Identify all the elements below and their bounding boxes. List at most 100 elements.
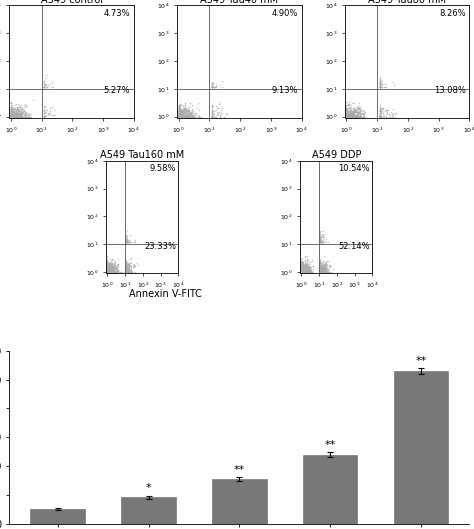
- Point: [349, 113, 356, 121]
- Point: [303, 268, 310, 277]
- Point: [187, 112, 195, 120]
- Point: [130, 238, 137, 247]
- Point: [298, 268, 305, 277]
- Point: [354, 109, 362, 117]
- Point: [177, 111, 185, 119]
- Point: [298, 267, 305, 275]
- Point: [126, 256, 133, 264]
- Point: [17, 104, 25, 113]
- Point: [301, 267, 308, 275]
- Point: [376, 104, 383, 113]
- Point: [175, 109, 182, 117]
- Point: [319, 265, 326, 273]
- Point: [306, 268, 314, 276]
- Point: [376, 112, 383, 121]
- Point: [302, 268, 310, 277]
- Point: [103, 264, 111, 272]
- Point: [343, 104, 350, 113]
- Point: [376, 112, 383, 120]
- Point: [182, 112, 190, 121]
- Point: [14, 113, 21, 121]
- Point: [106, 263, 113, 271]
- Point: [103, 268, 111, 277]
- Point: [23, 113, 31, 121]
- Point: [307, 268, 314, 277]
- Point: [302, 268, 310, 277]
- Point: [105, 261, 113, 270]
- Point: [181, 113, 189, 121]
- Point: [343, 104, 350, 113]
- Point: [347, 110, 355, 118]
- Point: [301, 263, 308, 271]
- Point: [317, 238, 324, 247]
- Point: [110, 262, 118, 270]
- Point: [298, 259, 305, 268]
- Point: [301, 263, 309, 272]
- Point: [381, 107, 388, 115]
- Point: [343, 103, 350, 112]
- Point: [299, 268, 307, 277]
- Point: [388, 113, 396, 121]
- Point: [105, 264, 113, 273]
- Point: [344, 109, 352, 117]
- Point: [360, 113, 367, 121]
- Point: [192, 109, 200, 117]
- Point: [7, 103, 15, 112]
- Point: [300, 262, 308, 270]
- Point: [350, 113, 358, 121]
- Point: [178, 108, 185, 116]
- Point: [318, 268, 326, 277]
- Point: [182, 113, 189, 121]
- Point: [104, 268, 111, 277]
- Point: [343, 113, 350, 121]
- Point: [208, 103, 216, 111]
- Point: [298, 268, 305, 277]
- Point: [218, 83, 225, 91]
- Point: [317, 263, 324, 271]
- Point: [107, 268, 114, 277]
- Point: [46, 109, 53, 117]
- Point: [317, 236, 324, 245]
- Point: [11, 108, 19, 116]
- Point: [299, 266, 306, 275]
- Point: [325, 261, 333, 270]
- Point: [299, 268, 306, 277]
- Point: [103, 261, 111, 270]
- Point: [103, 260, 111, 268]
- Point: [343, 111, 350, 119]
- Point: [7, 104, 15, 113]
- Point: [8, 113, 15, 121]
- Point: [175, 110, 182, 118]
- Point: [376, 83, 383, 91]
- Point: [298, 266, 305, 274]
- Point: [19, 105, 27, 114]
- Point: [9, 113, 16, 121]
- Point: [300, 261, 307, 269]
- Point: [377, 108, 385, 117]
- Point: [388, 111, 396, 120]
- Point: [175, 113, 182, 121]
- Point: [301, 260, 309, 269]
- Point: [40, 103, 48, 112]
- Point: [182, 104, 190, 113]
- Point: [179, 113, 187, 121]
- Point: [40, 77, 48, 86]
- Point: [17, 113, 24, 121]
- Point: [7, 109, 15, 117]
- Point: [10, 108, 18, 116]
- Point: [106, 268, 113, 277]
- Point: [317, 264, 325, 273]
- Point: [123, 267, 130, 275]
- Point: [24, 113, 31, 121]
- Point: [123, 268, 130, 277]
- Point: [175, 104, 182, 113]
- Point: [317, 258, 324, 267]
- Point: [103, 268, 111, 277]
- Point: [9, 107, 17, 115]
- Point: [376, 109, 383, 117]
- Point: [298, 268, 305, 277]
- Point: [124, 268, 132, 276]
- Point: [321, 262, 328, 270]
- Point: [212, 81, 220, 89]
- Point: [9, 110, 17, 118]
